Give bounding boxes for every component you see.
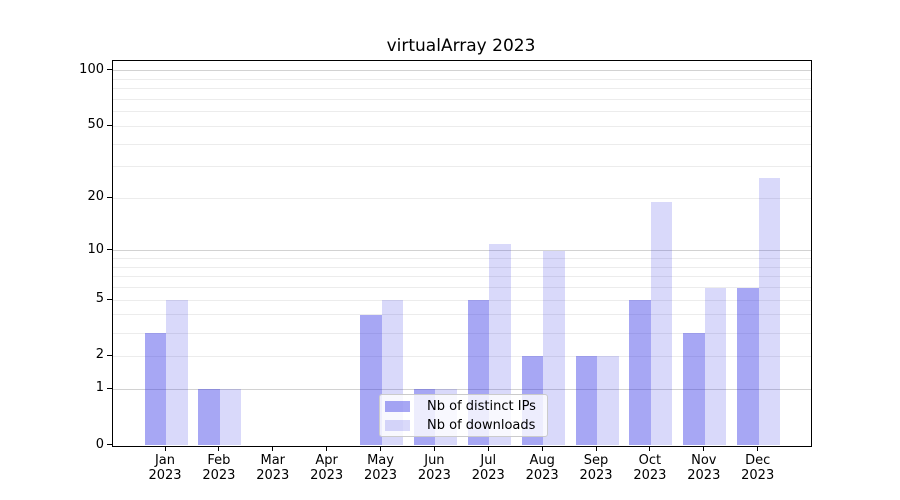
minor-gridline-60 bbox=[113, 111, 811, 113]
y-tick-mark-0 bbox=[107, 444, 112, 445]
minor-gridline-5 bbox=[113, 299, 811, 301]
x-tick-label-sep: Sep 2023 bbox=[579, 453, 613, 483]
bar-distinct-ips-oct bbox=[629, 300, 651, 446]
major-gridline-10 bbox=[113, 250, 811, 252]
x-tick-label-dec: Dec 2023 bbox=[741, 453, 775, 483]
y-tick-label-1: 1 bbox=[95, 380, 104, 396]
minor-gridline-7 bbox=[113, 276, 811, 278]
x-tick-label-jan: Jan 2023 bbox=[148, 453, 182, 483]
y-tick-mark-1 bbox=[107, 387, 112, 389]
y-tick-label-5: 5 bbox=[95, 291, 104, 307]
minor-gridline-2 bbox=[113, 355, 811, 357]
x-tick-label-nov: Nov 2023 bbox=[687, 453, 721, 483]
bar-distinct-ips-dec bbox=[737, 287, 759, 446]
x-tick-label-aug: Aug 2023 bbox=[525, 453, 559, 483]
chart-title: virtualArray 2023 bbox=[386, 36, 536, 56]
plot-area: Nb of distinct IPs Nb of downloads bbox=[112, 60, 812, 447]
bar-downloads-jan bbox=[166, 300, 188, 446]
legend-label-downloads: Nb of downloads bbox=[427, 417, 536, 433]
x-tick-label-jul: Jul 2023 bbox=[471, 453, 505, 483]
x-tick-label-jun: Jun 2023 bbox=[417, 453, 451, 483]
bar-downloads-aug bbox=[543, 250, 565, 446]
major-gridline-100 bbox=[113, 70, 811, 72]
y-tick-label-100: 100 bbox=[79, 61, 104, 77]
x-tick-mark-jun bbox=[433, 446, 435, 451]
y-tick-label-0: 0 bbox=[95, 436, 104, 452]
major-gridline-1 bbox=[113, 388, 811, 390]
minor-gridline-90 bbox=[113, 78, 811, 80]
legend-swatch-downloads bbox=[385, 419, 410, 431]
minor-gridline-30 bbox=[113, 166, 811, 168]
minor-gridline-70 bbox=[113, 99, 811, 101]
x-tick-mark-mar bbox=[272, 446, 274, 451]
bar-distinct-ips-nov bbox=[683, 333, 705, 446]
x-tick-mark-nov bbox=[703, 446, 705, 451]
minor-gridline-3 bbox=[113, 332, 811, 334]
bar-distinct-ips-may bbox=[360, 314, 382, 446]
minor-gridline-4 bbox=[113, 314, 811, 316]
x-tick-mark-sep bbox=[595, 446, 597, 451]
x-tick-label-may: May 2023 bbox=[363, 453, 398, 483]
y-tick-mark-10 bbox=[107, 249, 112, 251]
bar-downloads-feb bbox=[219, 389, 242, 446]
y-tick-mark-20 bbox=[107, 196, 112, 198]
y-tick-mark-100 bbox=[107, 69, 112, 71]
x-tick-mark-oct bbox=[649, 446, 651, 451]
y-tick-label-50: 50 bbox=[87, 117, 104, 133]
y-tick-label-10: 10 bbox=[87, 241, 104, 257]
y-tick-mark-2 bbox=[107, 354, 112, 356]
minor-gridline-20 bbox=[113, 197, 811, 199]
y-tick-mark-5 bbox=[107, 298, 112, 300]
bar-downloads-nov bbox=[704, 287, 727, 446]
x-tick-mark-apr bbox=[326, 446, 328, 451]
legend-swatch-distinct-ips bbox=[385, 400, 410, 412]
bar-downloads-oct bbox=[650, 202, 673, 446]
minor-gridline-8 bbox=[113, 266, 811, 268]
x-tick-mark-feb bbox=[218, 446, 220, 451]
y-tick-label-2: 2 bbox=[95, 347, 104, 363]
x-tick-label-feb: Feb 2023 bbox=[202, 453, 236, 483]
x-tick-mark-dec bbox=[757, 446, 759, 451]
minor-gridline-50 bbox=[113, 125, 811, 127]
legend-entry-distinct-ips: Nb of distinct IPs bbox=[385, 399, 547, 414]
bar-distinct-ips-jan bbox=[144, 333, 166, 446]
x-tick-label-oct: Oct 2023 bbox=[633, 453, 667, 483]
x-tick-label-mar: Mar 2023 bbox=[256, 453, 290, 483]
legend-label-distinct-ips: Nb of distinct IPs bbox=[427, 398, 536, 414]
y-tick-label-20: 20 bbox=[87, 189, 104, 205]
legend: Nb of distinct IPs Nb of downloads bbox=[379, 394, 548, 437]
bar-downloads-dec bbox=[758, 178, 781, 446]
bar-distinct-ips-feb bbox=[198, 389, 220, 446]
x-tick-mark-aug bbox=[541, 446, 543, 451]
x-tick-label-apr: Apr 2023 bbox=[310, 453, 344, 483]
x-tick-mark-may bbox=[380, 446, 382, 451]
x-tick-mark-jan bbox=[164, 446, 166, 451]
y-tick-mark-50 bbox=[107, 124, 112, 126]
minor-gridline-9 bbox=[113, 258, 811, 260]
minor-gridline-6 bbox=[113, 287, 811, 289]
minor-gridline-80 bbox=[113, 88, 811, 90]
x-tick-mark-jul bbox=[487, 446, 489, 451]
bar-distinct-ips-sep bbox=[575, 356, 598, 446]
bar-downloads-sep bbox=[597, 356, 619, 446]
legend-entry-downloads: Nb of downloads bbox=[385, 418, 547, 433]
minor-gridline-40 bbox=[113, 143, 811, 145]
